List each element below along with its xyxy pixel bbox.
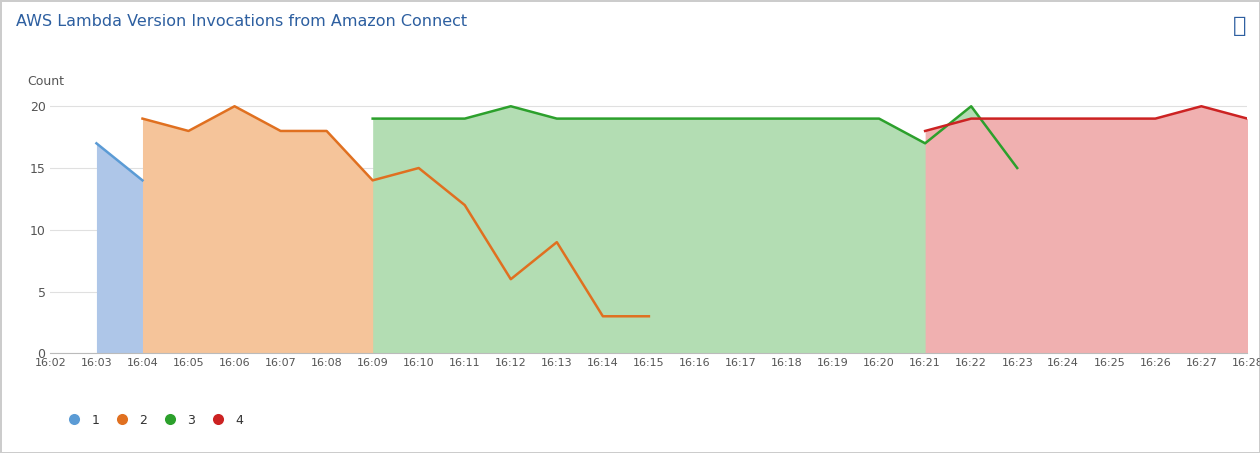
Text: AWS Lambda Version Invocations from Amazon Connect: AWS Lambda Version Invocations from Amaz… [16, 14, 467, 29]
Legend: 1, 2, 3, 4: 1, 2, 3, 4 [57, 409, 248, 432]
Text: ⌕: ⌕ [1232, 16, 1246, 36]
Text: Count: Count [28, 75, 64, 88]
